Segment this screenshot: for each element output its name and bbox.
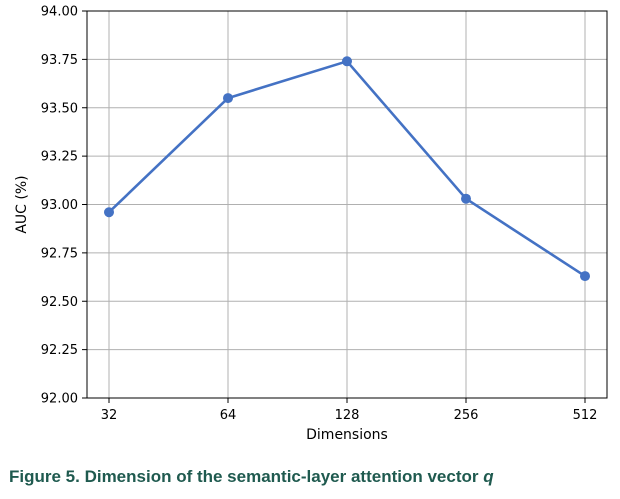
- y-tick-label: 93.00: [41, 198, 78, 213]
- x-tick-label: 512: [573, 408, 598, 423]
- y-tick-label: 92.50: [41, 295, 78, 310]
- axis-ticks: 92.00 92.25 92.50 92.75 93.00 93.25 93.50 93.75…: [41, 5, 598, 424]
- x-tick-label: 128: [335, 408, 360, 423]
- x-axis-label: Dimensions: [306, 427, 388, 443]
- y-tick-label: 94.00: [41, 5, 78, 20]
- x-tick-label: 32: [101, 408, 118, 423]
- y-axis-label: AUC (%): [14, 175, 30, 233]
- y-tick-label: 93.25: [41, 150, 78, 165]
- grid-lines: [87, 10, 607, 399]
- data-point: [223, 93, 233, 104]
- y-tick-label: 93.75: [41, 53, 78, 68]
- y-tick-label: 92.75: [41, 246, 78, 261]
- x-tick-label: 64: [220, 408, 237, 423]
- data-point: [342, 56, 352, 67]
- x-tick-label: 256: [454, 408, 479, 423]
- y-tick-label: 92.00: [41, 392, 78, 407]
- line-chart: 92.00 92.25 92.50 92.75 93.00 93.25 93.50 93.75…: [14, 5, 608, 443]
- series-layer: [104, 56, 590, 282]
- y-tick-label: 93.50: [41, 101, 78, 116]
- data-point: [580, 271, 590, 282]
- data-point: [461, 193, 471, 204]
- figure-caption: Figure 5. Dimension of the semantic-laye…: [9, 467, 609, 487]
- figure-caption-text: Figure 5. Dimension of the semantic-laye…: [9, 467, 484, 486]
- data-point: [104, 207, 114, 218]
- figure-caption-variable: q: [483, 467, 494, 486]
- y-tick-label: 92.25: [41, 343, 78, 358]
